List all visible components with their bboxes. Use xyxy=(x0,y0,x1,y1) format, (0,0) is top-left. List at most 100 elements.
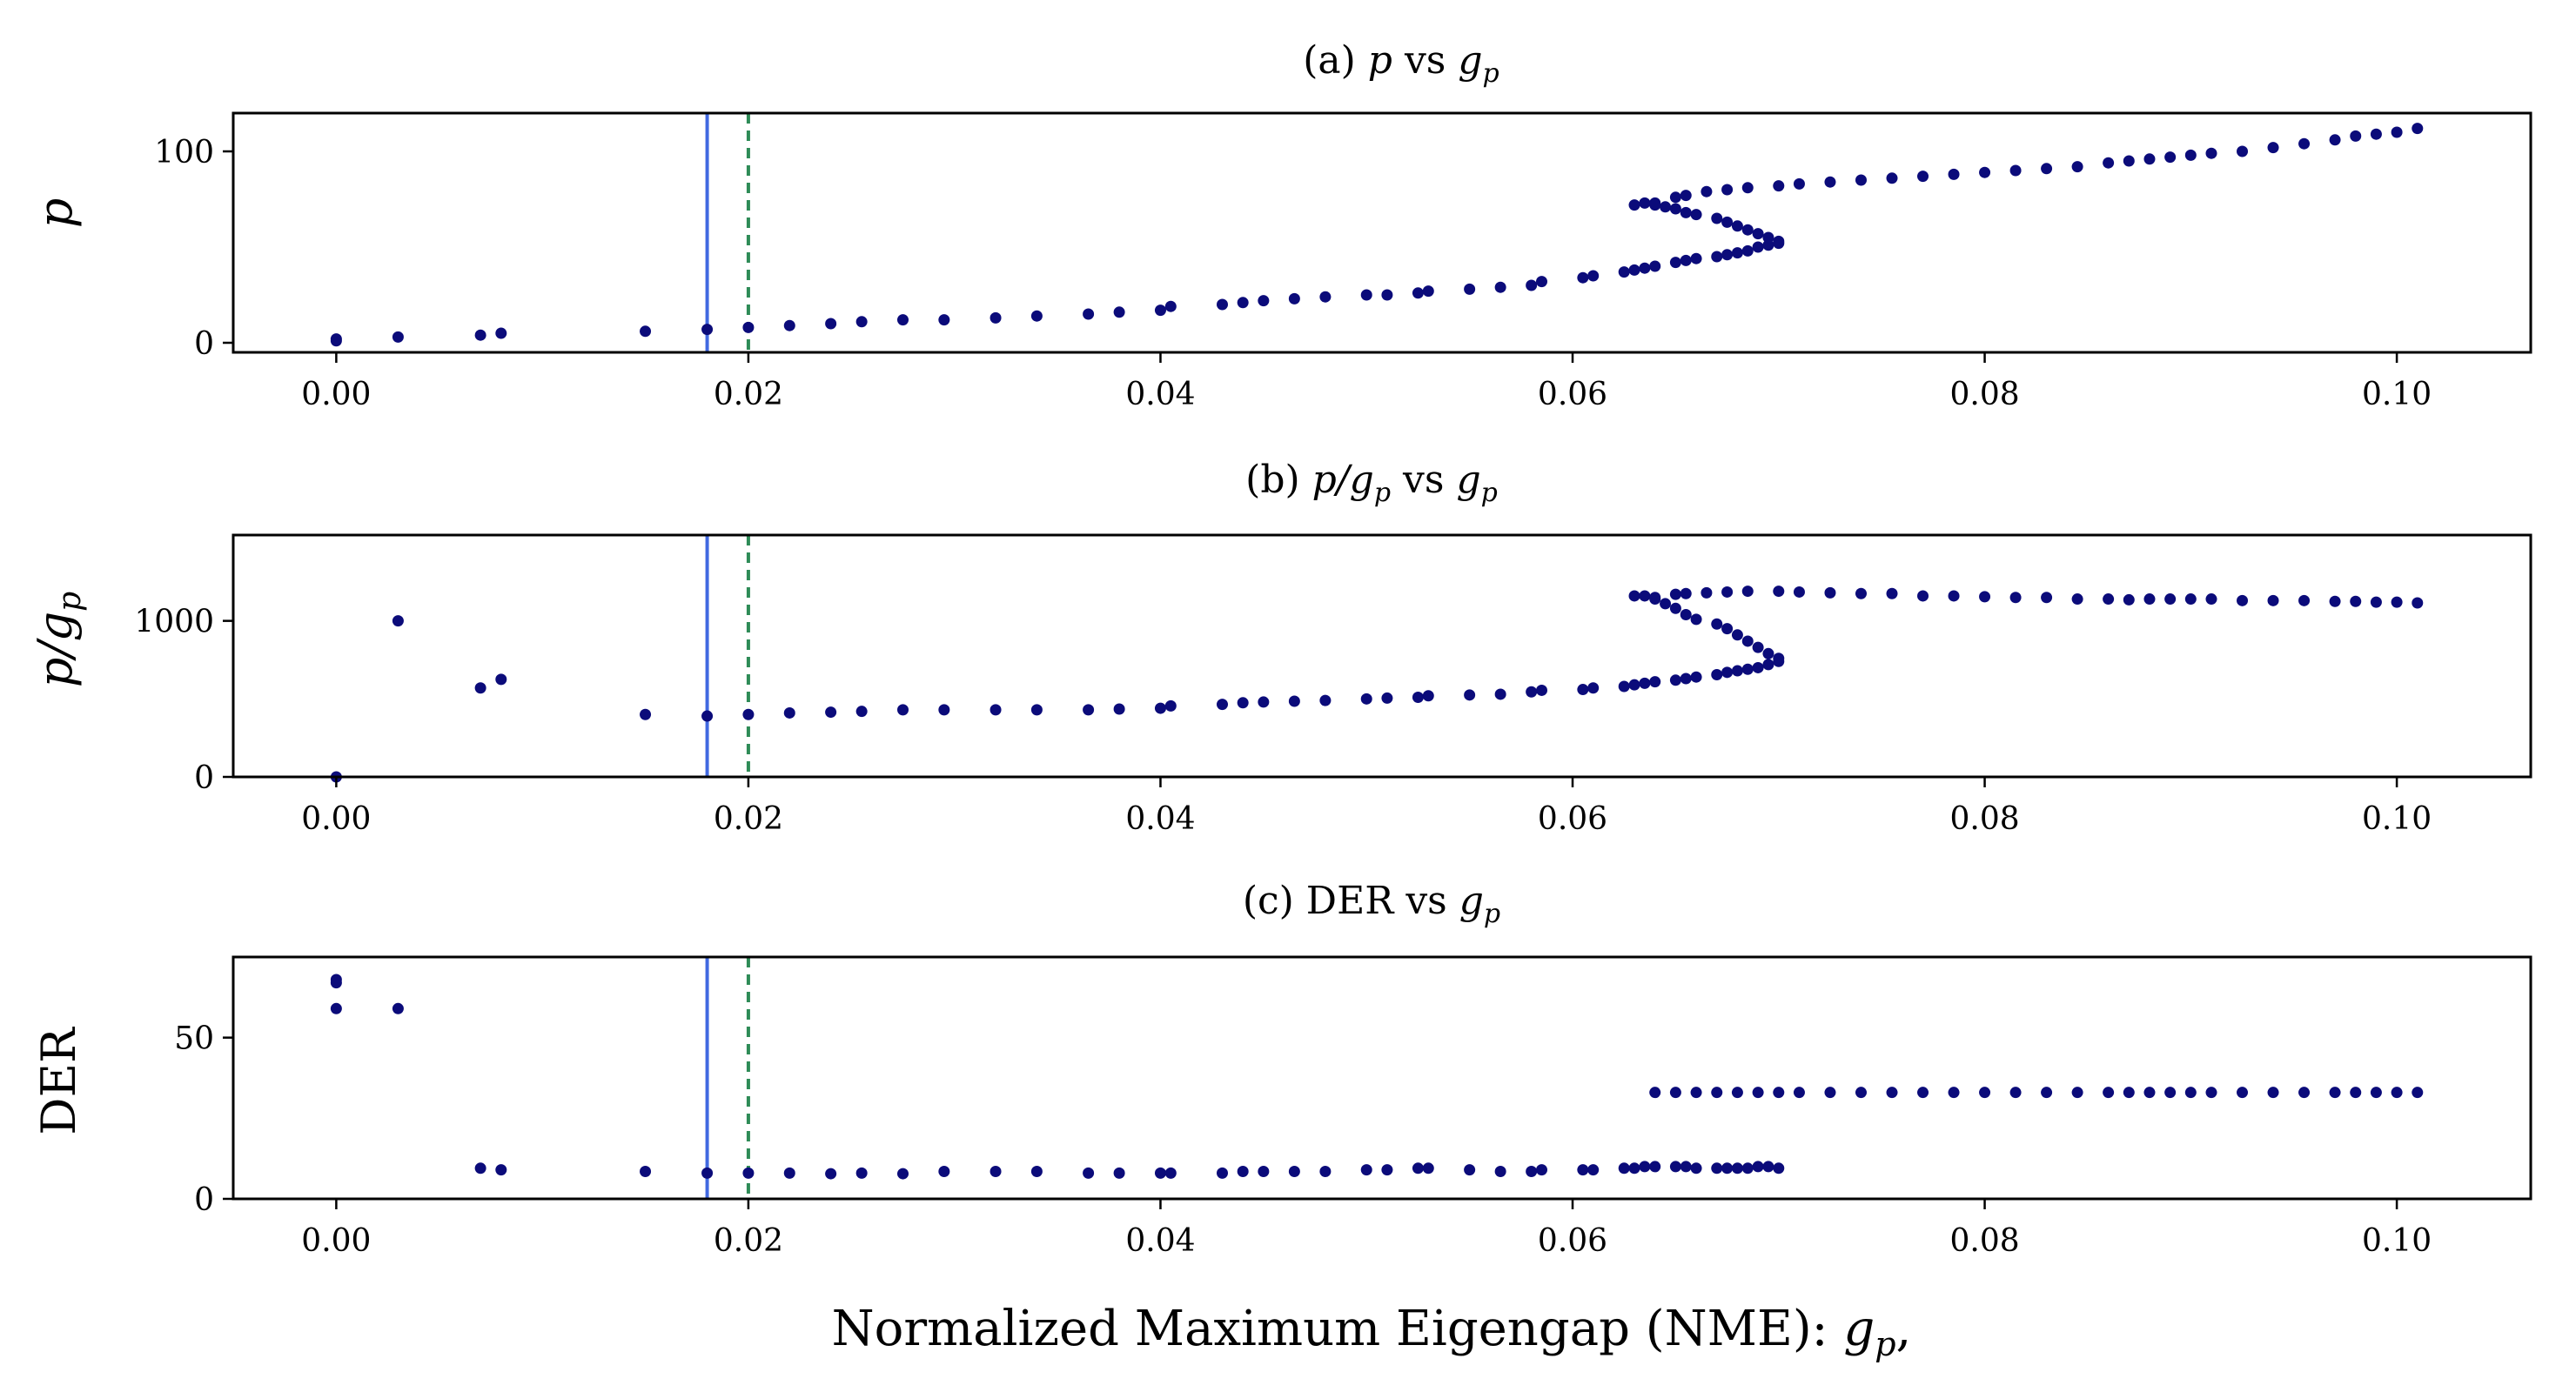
panel-a-point xyxy=(1886,172,1898,184)
panel-b-point xyxy=(1030,704,1043,716)
panel-c-point xyxy=(2164,1087,2177,1099)
panel-b-point xyxy=(1752,661,1764,673)
panel-a-point xyxy=(1680,190,1692,202)
panel-c-point xyxy=(1649,1161,1661,1173)
panel-c-point xyxy=(2041,1087,2053,1099)
panel-b-point xyxy=(1773,586,1785,598)
panel-b-point xyxy=(640,708,652,720)
panel-c-point xyxy=(2298,1087,2311,1099)
panel-b-xtick-label: 0.06 xyxy=(1538,801,1607,837)
panel-b-point xyxy=(1660,598,1672,610)
panel-a-point xyxy=(1237,297,1249,309)
panel-b-point xyxy=(1628,679,1640,691)
panel-a-point xyxy=(1741,182,1754,194)
panel-c-title: (c) DER vs gp xyxy=(1243,879,1500,929)
panel-c-point xyxy=(1762,1161,1774,1173)
panel-a-point xyxy=(1587,270,1600,282)
panel-b-point xyxy=(2350,595,2362,607)
panel-b-ytick-label: 0 xyxy=(194,760,214,796)
panel-c: (c) DER vs gp DER Normalized Maximum Eig… xyxy=(31,879,2532,1363)
panel-b-point xyxy=(1113,703,1125,715)
panel-a-point xyxy=(1639,197,1651,209)
panel-b-point xyxy=(1917,590,1929,602)
panel-a-point xyxy=(1773,180,1785,192)
panel-a-point xyxy=(1113,306,1125,318)
panel-c-ytick-label: 50 xyxy=(174,1021,214,1057)
panel-b-point xyxy=(392,615,404,627)
panel-a-xtick-label: 0.06 xyxy=(1538,377,1607,412)
panel-c-xtick-label: 0.02 xyxy=(714,1223,783,1259)
panel-c-point xyxy=(1288,1165,1300,1177)
panel-b-point xyxy=(2412,597,2424,609)
panel-a-point xyxy=(2298,137,2311,150)
panel-a-point xyxy=(1731,220,1743,232)
panel-a-point xyxy=(1628,199,1640,211)
panel-b-point xyxy=(1639,677,1651,689)
panel-b-point xyxy=(1669,674,1681,686)
panel-a-point xyxy=(1752,241,1764,253)
panel-b-point xyxy=(1886,587,1898,599)
panel-b-point xyxy=(1360,693,1372,705)
panel-b-point xyxy=(701,710,714,722)
panel-c-point xyxy=(1113,1167,1125,1179)
panel-c-point xyxy=(1731,1162,1743,1174)
panel-b-point xyxy=(2123,593,2135,606)
panel-c-point xyxy=(1030,1165,1043,1177)
panel-b-point xyxy=(2071,593,2083,606)
panel-b-point xyxy=(1741,663,1754,675)
panel-c-point xyxy=(1464,1164,1476,1176)
panel-b-point xyxy=(2143,593,2156,606)
panel-a-point xyxy=(1824,176,1836,188)
panel-c-point xyxy=(1855,1087,1867,1099)
panel-c-point xyxy=(1360,1164,1372,1176)
panel-b-point xyxy=(1752,641,1764,653)
panel-c-point xyxy=(392,1002,404,1014)
panel-c-ylabel: DER xyxy=(31,1027,86,1135)
panel-b-point xyxy=(1526,686,1538,698)
panel-a-point xyxy=(1669,191,1681,204)
panel-c-point xyxy=(1917,1087,1929,1099)
panel-b-point xyxy=(1711,669,1723,681)
panel-c-point xyxy=(1752,1161,1764,1173)
panel-a-point xyxy=(1741,244,1754,257)
panel-a-point xyxy=(1917,171,1929,183)
panel-b-point xyxy=(495,673,507,686)
panel-b-point xyxy=(1649,592,1661,604)
panel-c-point xyxy=(1979,1087,1991,1099)
panel-c-point xyxy=(2329,1087,2341,1099)
panel-b-point xyxy=(2329,595,2341,607)
panel-c-point xyxy=(1793,1087,1805,1099)
panel-a-point xyxy=(2184,149,2197,161)
panel-a-point xyxy=(1288,292,1300,304)
panel-a-point xyxy=(2103,157,2115,169)
panel-b-point xyxy=(855,706,868,718)
panel-b-point xyxy=(2391,596,2403,608)
panel-b-point xyxy=(1721,666,1734,679)
panel-a-point xyxy=(1154,304,1166,317)
panel-a-point xyxy=(1669,203,1681,215)
panel-c-point xyxy=(1535,1164,1547,1176)
panel-b-point xyxy=(1721,586,1734,598)
panel-a-point xyxy=(1258,295,1270,307)
panel-b-point xyxy=(742,708,755,720)
panel-b-point xyxy=(2370,596,2382,608)
panel-c-point xyxy=(897,1168,909,1180)
panel-b-point xyxy=(1412,692,1424,704)
panel-a-point xyxy=(1164,300,1177,312)
panel-c-point xyxy=(1217,1167,1229,1179)
panel-b-point xyxy=(1690,613,1702,626)
panel-b-point xyxy=(1639,590,1651,602)
panel-a-point xyxy=(2412,123,2424,135)
panel-b-xtick-label: 0.00 xyxy=(301,801,371,837)
panel-a-point xyxy=(897,314,909,326)
panel-b-point xyxy=(1855,587,1867,599)
panel-a-point xyxy=(1381,289,1393,301)
panel-a-point xyxy=(1649,197,1661,209)
panel-a-ytick-label: 0 xyxy=(194,326,214,362)
panel-c-axes-frame xyxy=(231,955,2532,1201)
panel-a-point xyxy=(1464,283,1476,295)
panel-c-point xyxy=(2370,1087,2382,1099)
panel-a-point xyxy=(1680,206,1692,218)
panel-c-point xyxy=(1587,1164,1600,1176)
